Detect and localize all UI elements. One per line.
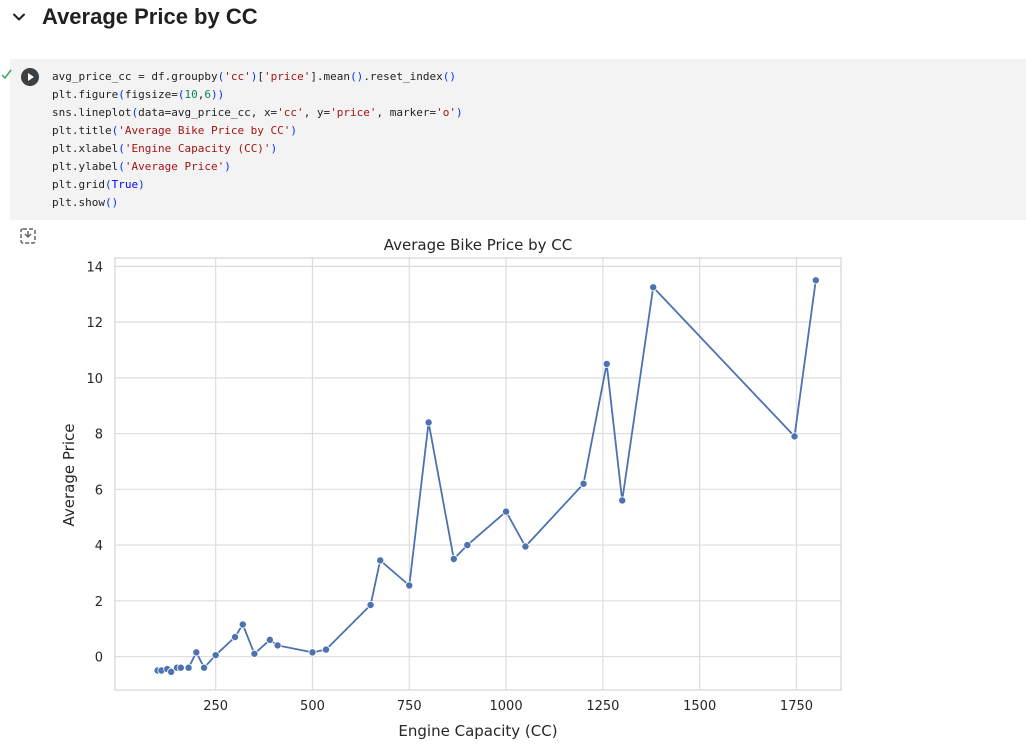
data-point: [405, 581, 414, 590]
y-axis-label: Average Price: [60, 424, 78, 527]
data-point: [521, 542, 530, 551]
tick-layer: 250 500 750 1000 1250 1500 1750 0 2 4 6 8 10 12 14: [86, 260, 813, 714]
line-chart: Average Bike Price by CC 250 500 750 1000 12…: [60, 236, 842, 740]
x-tick-label: 1750: [780, 699, 813, 714]
data-point: [200, 663, 209, 672]
data-point: [790, 432, 799, 441]
section-header: Average Price by CC: [0, 0, 1026, 40]
data-point: [463, 541, 472, 550]
x-tick-label: 1500: [683, 699, 716, 714]
data-point: [618, 496, 627, 505]
code-line: plt.show(): [52, 196, 119, 209]
code-line: plt.ylabel('Average Price'): [52, 160, 231, 173]
y-tick-label: 0: [95, 651, 103, 666]
x-tick-label: 750: [397, 699, 422, 714]
x-tick-label: 250: [203, 699, 228, 714]
data-point: [602, 359, 611, 368]
series-line: [157, 280, 817, 673]
series-layer: [153, 276, 820, 676]
x-tick-label: 500: [300, 699, 325, 714]
data-point: [449, 555, 458, 564]
data-point: [376, 556, 385, 565]
y-tick-label: 6: [95, 483, 103, 498]
code-line: avg_price_cc = df.groupby('cc')['price']…: [52, 70, 457, 83]
y-tick-label: 4: [95, 539, 103, 554]
data-point: [322, 645, 331, 654]
data-point: [231, 633, 240, 642]
code-line: plt.xlabel('Engine Capacity (CC)'): [52, 142, 278, 155]
data-point: [366, 600, 375, 609]
checkmark-icon: [1, 69, 12, 80]
x-axis-label: Engine Capacity (CC): [398, 722, 557, 740]
y-tick-label: 14: [86, 260, 103, 275]
data-point: [211, 651, 220, 660]
plot-frame: [114, 257, 842, 691]
data-point: [192, 648, 201, 657]
data-point: [811, 276, 820, 285]
output-toggle-icon[interactable]: [18, 226, 38, 246]
y-tick-label: 10: [86, 372, 103, 387]
data-point: [176, 663, 185, 672]
run-cell-button[interactable]: [21, 68, 39, 86]
code-line: sns.lineplot(data=avg_price_cc, x='cc', …: [52, 106, 463, 119]
data-point: [308, 648, 317, 657]
code-line: plt.grid(True): [52, 178, 145, 191]
data-point: [273, 641, 282, 650]
data-point: [579, 479, 588, 488]
code-line: plt.title('Average Bike Price by CC'): [52, 124, 298, 137]
data-point: [184, 663, 193, 672]
y-tick-label: 2: [95, 595, 103, 610]
y-tick-label: 8: [95, 428, 103, 443]
code-cell[interactable]: avg_price_cc = df.groupby('cc')['price']…: [1, 59, 1026, 220]
y-tick-label: 12: [86, 316, 103, 331]
data-point: [265, 635, 274, 644]
data-point: [424, 418, 433, 427]
data-point: [250, 649, 259, 658]
chevron-down-icon[interactable]: [9, 7, 29, 27]
data-point: [167, 667, 176, 676]
x-tick-label: 1250: [586, 699, 619, 714]
data-point: [238, 620, 247, 629]
section-title: Average Price by CC: [42, 4, 258, 29]
grid-layer: [115, 258, 841, 690]
chart-title: Average Bike Price by CC: [384, 236, 572, 254]
data-point: [502, 507, 511, 516]
data-point: [649, 283, 658, 292]
code-line: plt.figure(figsize=(10,6)): [52, 88, 225, 101]
x-tick-label: 1000: [490, 699, 523, 714]
code-editor[interactable]: avg_price_cc = df.groupby('cc')['price']…: [52, 68, 463, 212]
